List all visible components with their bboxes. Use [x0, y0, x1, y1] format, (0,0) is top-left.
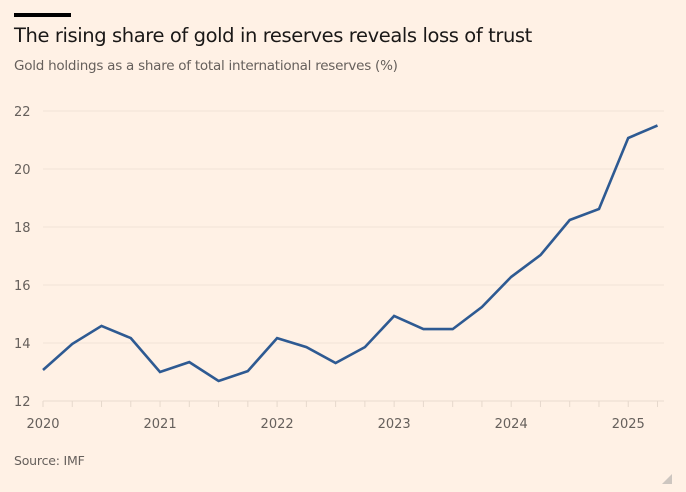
y-tick-label-14: 14	[14, 337, 31, 352]
series	[42, 124, 659, 383]
source-note: Source: IMF	[14, 453, 85, 468]
y-tick-label-12: 12	[14, 395, 31, 410]
x-tick-label-2021: 2021	[144, 417, 177, 432]
series-line-0	[42, 124, 659, 383]
y-axis-labels: 12 14 16 18 20 22	[14, 105, 31, 410]
x-axis-ticks	[42, 401, 658, 407]
x-tick-label-2025: 2025	[612, 417, 645, 432]
gridlines	[43, 110, 664, 402]
chart-title: The rising share of gold in reserves rev…	[14, 24, 532, 47]
y-tick-label-18: 18	[14, 221, 31, 236]
y-tick-label-22: 22	[14, 105, 31, 120]
x-tick-label-2024: 2024	[495, 417, 528, 432]
top-rule	[14, 13, 71, 17]
y-tick-label-20: 20	[14, 163, 31, 178]
x-tick-label-2023: 2023	[378, 417, 411, 432]
y-tick-label-16: 16	[14, 279, 31, 294]
x-axis-labels: 2020 2021 2022 2023 2024 2025	[26, 417, 644, 432]
chart-subtitle: Gold holdings as a share of total intern…	[14, 58, 398, 74]
x-tick-label-2020: 2020	[26, 417, 59, 432]
x-tick-label-2022: 2022	[261, 417, 294, 432]
corner-triangle-icon	[662, 474, 672, 484]
